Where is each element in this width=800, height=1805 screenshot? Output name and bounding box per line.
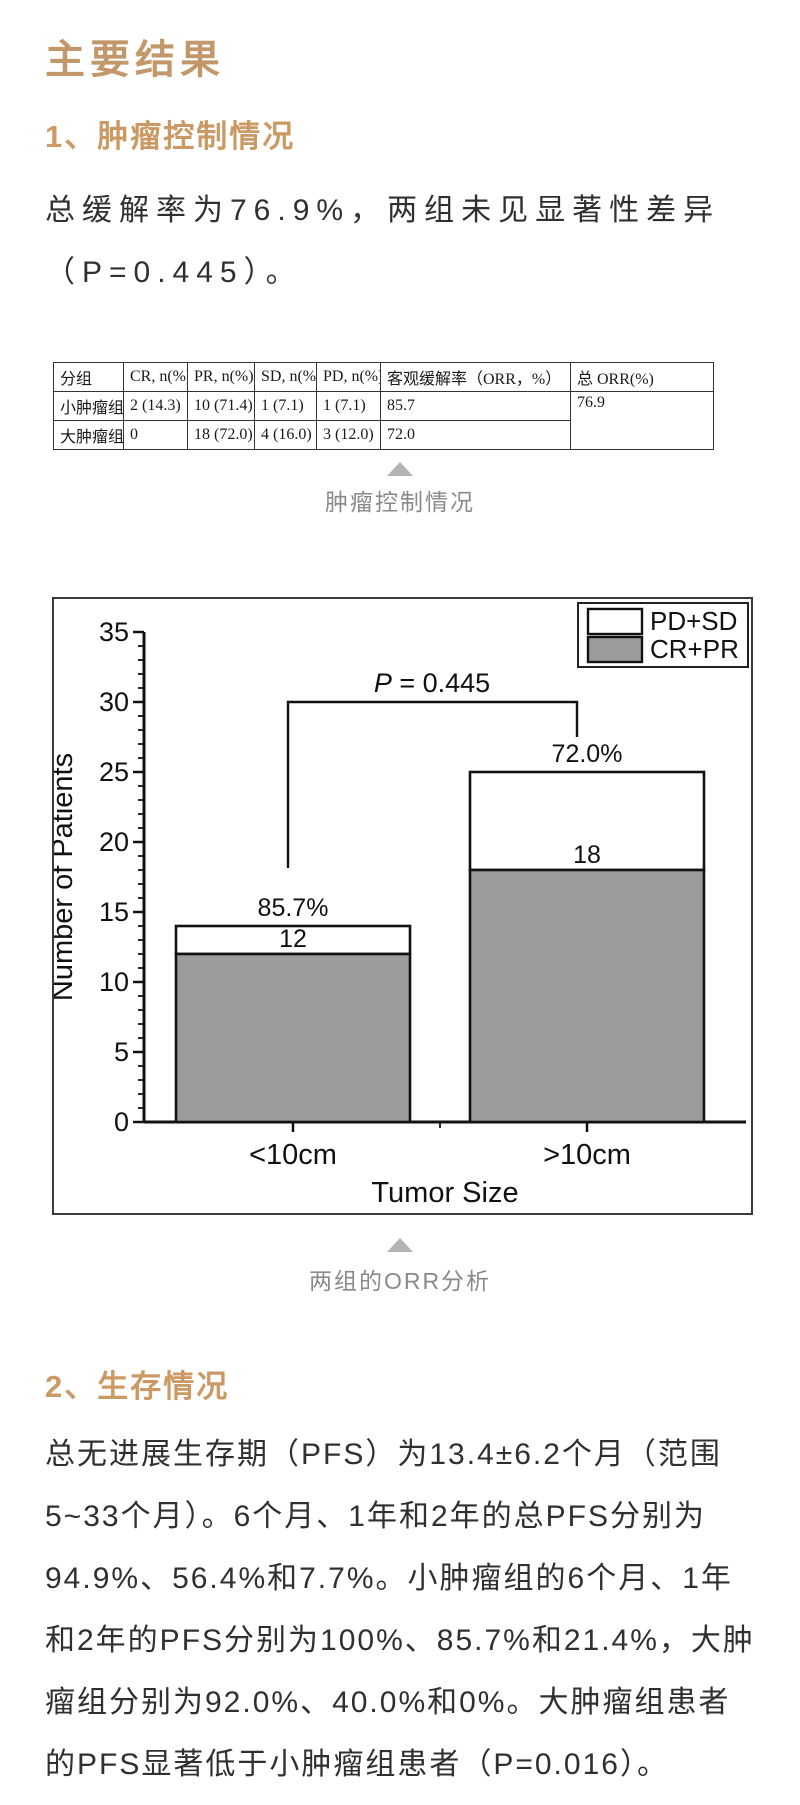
bar-crpr-segment — [174, 952, 412, 1124]
bar-percent-label: 85.7% — [258, 894, 329, 922]
table-cell: 4 (16.0) — [254, 420, 317, 450]
table-header-cell: PR, n(%) — [187, 362, 255, 392]
y-tick-label: 10 — [99, 967, 129, 997]
orr-bar-chart: 0 5 10 15 20 25 30 35 85.7% 12 <10cm 72.0% 18 >10cm P … — [54, 602, 749, 1209]
table-cell: 10 (71.4) — [187, 391, 255, 421]
y-tick-label: 30 — [99, 687, 129, 717]
p-value-label: P = 0.445 — [374, 668, 490, 698]
caption-arrow-icon — [387, 1238, 413, 1252]
table-header-cell: 客观缓解率（ORR，%） — [380, 362, 571, 392]
x-category-label: <10cm — [249, 1139, 337, 1171]
y-tick-label: 20 — [99, 827, 129, 857]
table-cell: 大肿瘤组 — [53, 420, 124, 450]
section2-heading: 2、生存情况 — [45, 1369, 230, 1404]
caption-arrow-icon — [387, 462, 413, 476]
significance-bracket — [286, 700, 579, 868]
legend-swatch-crpr — [586, 635, 644, 664]
table-header-cell: PD, n(%) — [316, 362, 381, 392]
bar-count-label: 12 — [279, 925, 307, 953]
y-axis-title: Number of Patients — [54, 753, 79, 1001]
table-row: 小肿瘤组 2 (14.3) 10 (71.4) 1 (7.1) 1 (7.1) … — [53, 391, 714, 450]
table-row: 大肿瘤组 0 18 (72.0) 4 (16.0) 3 (12.0) 72.0 — [53, 420, 714, 450]
y-tick-label: 0 — [114, 1107, 129, 1137]
table-cell: 2 (14.3) — [123, 391, 188, 421]
bar-pdsd-segment — [174, 924, 412, 956]
orr-table: 分组 CR, n(%) PR, n(%) SD, n(%) PD, n(%) 客… — [53, 362, 714, 450]
table-cell: 72.0 — [380, 420, 571, 450]
bar-count-label: 18 — [573, 841, 601, 869]
section1-heading: 1、肿瘤控制情况 — [45, 119, 296, 154]
table-header-cell: 总 ORR(%) — [570, 362, 714, 392]
tumor-control-paragraph: 总缓解率为76.9%，两组未见显著性差异（P=0.445）。 — [45, 194, 721, 289]
x-category-label: >10cm — [543, 1139, 631, 1171]
table-cell: 小肿瘤组 — [53, 391, 124, 421]
x-axis-title: Tumor Size — [371, 1177, 518, 1209]
survival-paragraph: 总无进展生存期（PFS）为13.4±6.2个月（范围5~33个月）。6个月、1年… — [45, 1438, 755, 1781]
bar-percent-label: 72.0% — [552, 740, 623, 768]
table-cell: 1 (7.1) — [316, 391, 381, 421]
table-caption: 肿瘤控制情况 — [325, 489, 475, 515]
y-tick-label: 35 — [99, 617, 129, 647]
orr-chart-figure: 0 5 10 15 20 25 30 35 85.7% 12 <10cm 72.0% 18 >10cm P … — [52, 597, 753, 1215]
table-cell: 3 (12.0) — [316, 420, 381, 450]
table-cell: 1 (7.1) — [254, 391, 317, 421]
table-header-cell: SD, n(%) — [254, 362, 317, 392]
bar-crpr-segment — [468, 868, 706, 1124]
legend-swatch-pdsd — [586, 607, 644, 636]
table-cell: 18 (72.0) — [187, 420, 255, 450]
table-cell: 85.7 — [380, 391, 571, 421]
legend-label-pdsd: PD+SD — [650, 606, 737, 636]
table-cell-total-orr: 76.9 — [570, 391, 714, 450]
figure-caption: 两组的ORR分析 — [308, 1268, 492, 1294]
y-tick-label: 15 — [99, 897, 129, 927]
y-tick-label: 25 — [99, 757, 129, 787]
y-tick-label: 5 — [114, 1037, 129, 1067]
legend-label-crpr: CR+PR — [650, 634, 739, 664]
table-header-row: 分组 CR, n(%) PR, n(%) SD, n(%) PD, n(%) 客… — [53, 362, 714, 392]
table-header-cell: CR, n(%) — [123, 362, 188, 392]
table-header-cell: 分组 — [53, 362, 124, 392]
table-cell: 0 — [123, 420, 188, 450]
page-title: 主要结果 — [45, 37, 225, 82]
